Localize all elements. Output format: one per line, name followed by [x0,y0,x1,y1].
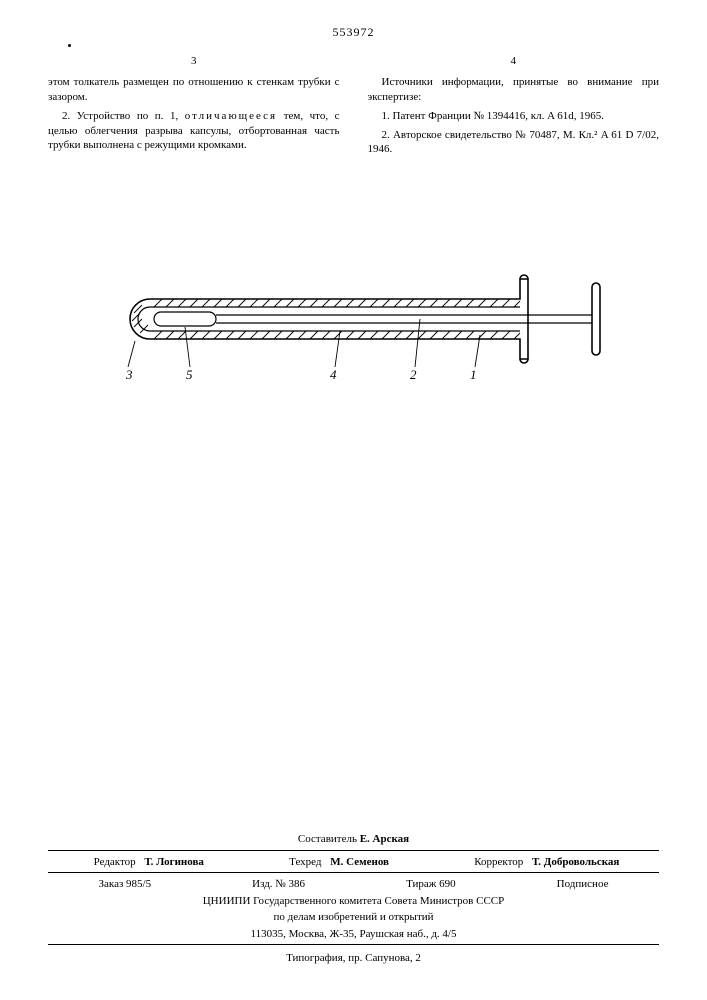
right-para-2: 1. Патент Франции № 1394416, кл. A 61d, … [368,109,660,124]
svg-text:4: 4 [330,367,337,382]
typography: Типография, пр. Сапунова, 2 [48,951,659,966]
compiler: Составитель Е. Арская [48,832,659,847]
address: 113035, Москва, Ж-35, Раушская наб., д. … [48,927,659,942]
text-columns: 3 этом толкатель размещен по отношению к… [48,54,659,161]
column-number-right: 4 [368,54,660,69]
column-right: 4 Источники информации, принятые во вним… [368,54,660,161]
publisher: ЦНИИПИ Государственного комитета Совета … [48,894,659,909]
svg-text:1: 1 [470,367,477,382]
right-para-1: Источники информации, принятые во вниман… [368,75,660,105]
left-para-2: 2. Устройство по п. 1, отличающееся тем,… [48,109,340,154]
svg-text:3: 3 [125,367,133,382]
publisher-2: по делам изобретений и открытий [48,910,659,925]
document-number: 553972 [48,24,659,40]
column-left: 3 этом толкатель размещен по отношению к… [48,54,340,161]
footer: Составитель Е. Арская Редактор Т. Логино… [48,832,659,966]
svg-text:2: 2 [410,367,417,382]
svg-text:5: 5 [186,367,193,382]
left-para-1: этом толкатель размещен по отношению к с… [48,75,340,105]
figure: 3 5 4 2 1 [48,179,659,439]
right-para-3: 2. Авторское свидетельство № 70487, М. К… [368,128,660,158]
footer-print: Заказ 985/5 Изд. № 386 Тираж 690 Подписн… [48,877,659,892]
footer-roles: Редактор Т. Логинова Техред М. Семенов К… [48,855,659,870]
column-number-left: 3 [48,54,340,69]
